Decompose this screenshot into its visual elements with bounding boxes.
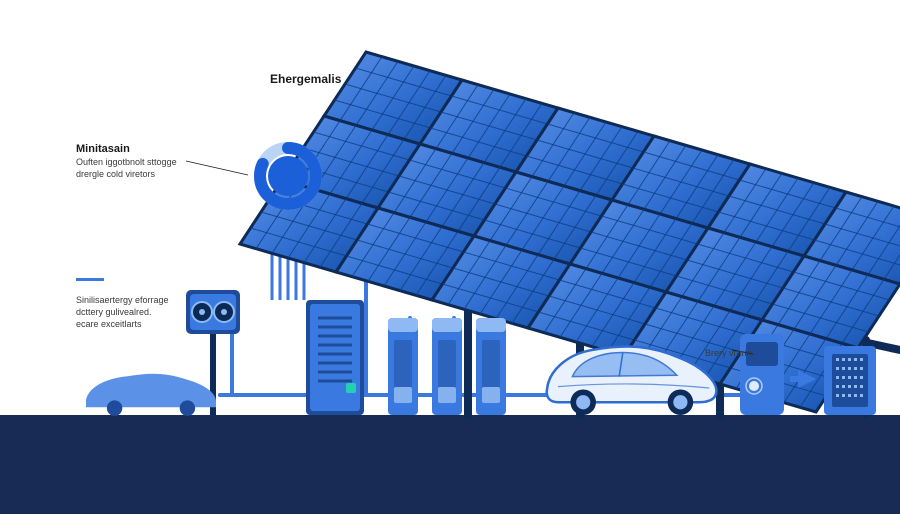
donut-gauge: [260, 148, 316, 204]
car-silhouette: [86, 374, 216, 416]
callout-2-body: Sinilisaertergy eforrage: [76, 295, 169, 306]
grid-panel: [824, 346, 876, 415]
callout-1-body: Ouften iggotbnolt sttogge: [76, 157, 177, 168]
battery-bank: [388, 318, 506, 415]
diagram-svg: [0, 0, 900, 514]
infographic-stage: Ehergemalis Minitasain Ouften iggotbnolt s…: [0, 0, 900, 514]
callout-1-title: Minitasain: [76, 143, 130, 155]
ground-strip: [0, 415, 900, 514]
callout-1-body: drergle cold viretors: [76, 169, 155, 180]
heading-top: Ehergemalis: [270, 72, 341, 86]
callout-2-body: dcttery gulivealred.: [76, 307, 152, 318]
callout-bar: [76, 278, 104, 281]
inverter-cabinet: [306, 300, 364, 415]
callout-3-body: Brery vrarin: [705, 348, 752, 359]
callout-line: [186, 161, 248, 175]
callout-2-body: ecare exceitlarts: [76, 319, 142, 330]
